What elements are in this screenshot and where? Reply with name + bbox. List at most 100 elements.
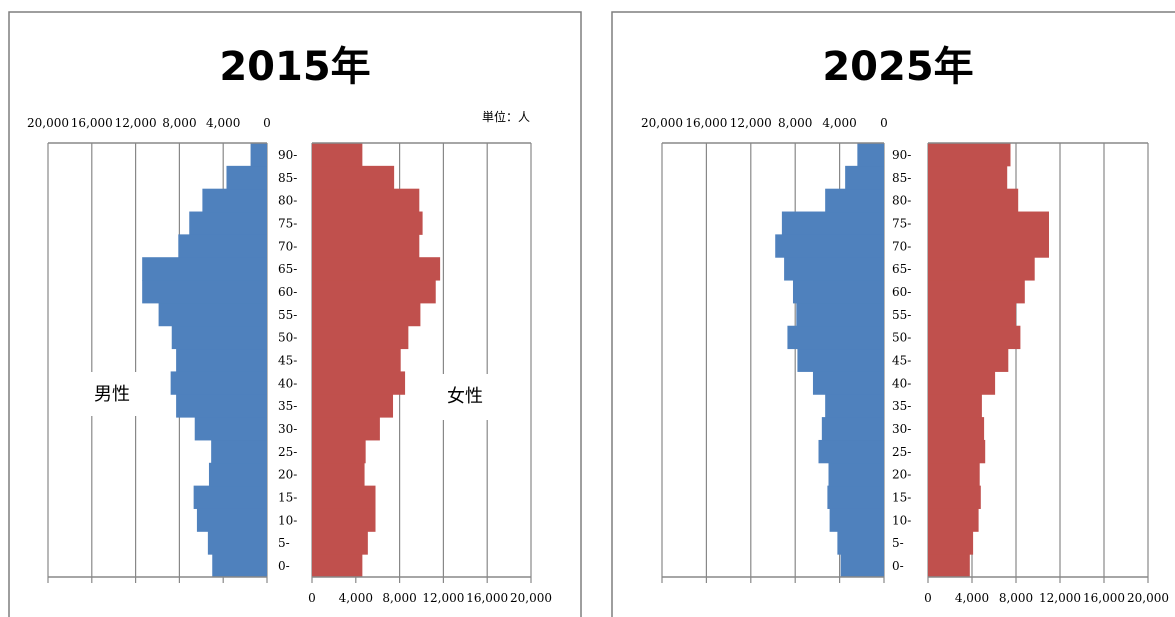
male-bar (787, 325, 884, 350)
male-bar (821, 417, 884, 441)
female-bar (928, 325, 1021, 350)
male-bar (196, 508, 267, 532)
male-label: 男性 (94, 384, 130, 405)
female-bar (312, 143, 363, 167)
age-label: 40- (278, 376, 297, 390)
female-bar (928, 439, 986, 464)
male-bar (189, 211, 267, 235)
female-bar (312, 462, 365, 487)
male-tick-label: 8,000 (778, 116, 812, 130)
age-label: 0- (892, 559, 904, 573)
male-bar (825, 188, 884, 213)
female-bar (928, 257, 1035, 281)
age-label: 55- (278, 308, 297, 322)
female-bar (312, 280, 436, 304)
age-label: 10- (892, 513, 911, 527)
age-label: 70- (278, 239, 297, 253)
panel-frame-2015 (8, 11, 582, 617)
female-tick-label: 0 (308, 591, 316, 605)
age-label: 30- (892, 422, 911, 436)
male-bar (226, 165, 267, 190)
male-tick-label: 20,000 (27, 116, 69, 130)
male-bar (208, 462, 267, 487)
female-bar (312, 417, 380, 441)
age-label: 85- (278, 171, 297, 185)
male-tick-label: 12,000 (115, 116, 157, 130)
age-label: 85- (892, 171, 911, 185)
female-bar (312, 234, 420, 258)
female-tick-label: 16,000 (1083, 591, 1125, 605)
age-label: 35- (278, 399, 297, 413)
female-tick-label: 0 (924, 591, 932, 605)
female-bar (312, 439, 366, 464)
male-bar (827, 485, 884, 509)
female-tick-label: 20,000 (1127, 591, 1169, 605)
male-tick-label: 0 (263, 116, 271, 130)
male-bar (775, 234, 884, 258)
age-label: 45- (892, 354, 911, 368)
female-bar (312, 257, 441, 281)
female-bar (928, 211, 1049, 235)
age-label: 15- (892, 491, 911, 505)
age-label: 25- (892, 445, 911, 459)
male-tick-label: 4,000 (822, 116, 856, 130)
age-label: 80- (892, 194, 911, 208)
female-tick-label: 12,000 (1039, 591, 1081, 605)
male-bar (825, 394, 884, 418)
female-bar (928, 348, 1009, 372)
unit-label: 単位：人 (482, 109, 530, 124)
male-bar (211, 439, 267, 464)
age-label: 15- (278, 491, 297, 505)
pyramid-2015: 2015年 単位：人 0- 5- 10- 15- 20- 25- 30- 35- 40- 45- 5… (27, 44, 552, 605)
female-tick-label: 8,000 (382, 591, 416, 605)
age-label: 65- (278, 262, 297, 276)
male-bar (796, 302, 884, 327)
female-bar (928, 531, 974, 555)
female-tick-label: 12,000 (422, 591, 464, 605)
female-bar (312, 325, 409, 350)
female-bar (928, 508, 979, 532)
chart-title-2025: 2025年 (822, 44, 973, 90)
female-tick-label: 4,000 (955, 591, 989, 605)
male-label-bg (72, 372, 152, 416)
male-bar (857, 143, 884, 167)
male-bar (840, 554, 884, 578)
female-bar (312, 371, 406, 395)
male-tick-label: 0 (880, 116, 888, 130)
male-tick-label: 20,000 (641, 116, 683, 130)
chart-title-2015: 2015年 (219, 44, 370, 90)
male-bar (797, 348, 884, 372)
age-label: 75- (278, 216, 297, 230)
male-bar (193, 485, 267, 509)
male-bar (142, 280, 267, 304)
male-bar (828, 462, 884, 487)
panel-frame-2025 (611, 11, 1175, 617)
age-label: 50- (278, 331, 297, 345)
age-label: 35- (892, 399, 911, 413)
female-bar (312, 485, 376, 509)
female-bar (928, 280, 1025, 304)
female-bar (928, 485, 981, 509)
female-tick-label: 8,000 (999, 591, 1033, 605)
female-bar (312, 188, 420, 213)
female-bar (312, 211, 423, 235)
age-label: 70- (892, 239, 911, 253)
age-label: 20- (278, 468, 297, 482)
female-label-bg (424, 374, 506, 420)
age-label: 25- (278, 445, 297, 459)
female-bar (312, 508, 376, 532)
male-bar (170, 371, 267, 395)
female-label: 女性 (447, 386, 483, 407)
male-tick-label: 16,000 (685, 116, 727, 130)
male-tick-label: 12,000 (730, 116, 772, 130)
age-label: 0- (278, 559, 290, 573)
female-bar (312, 165, 395, 190)
age-label: 90- (892, 148, 911, 162)
male-tick-label: 4,000 (206, 116, 240, 130)
age-label: 65- (892, 262, 911, 276)
male-bar (781, 211, 884, 235)
female-bar (312, 394, 394, 418)
male-bar (829, 508, 884, 532)
female-bar (312, 531, 368, 555)
female-bar (928, 554, 970, 578)
